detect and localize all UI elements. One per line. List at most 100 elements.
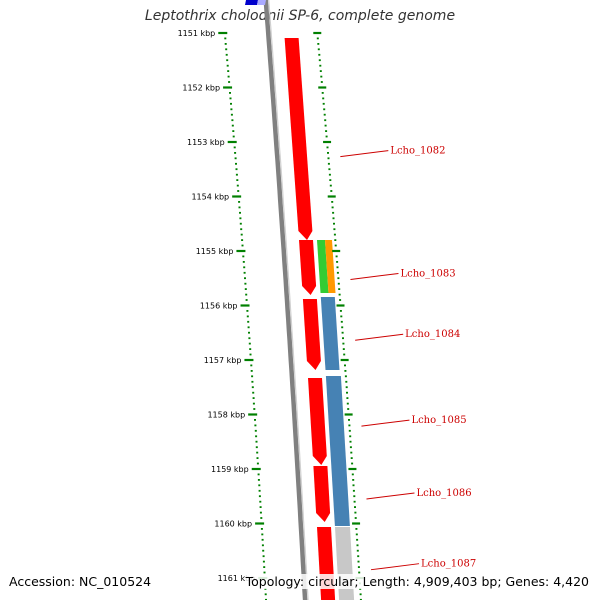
minor-tick bbox=[324, 119, 327, 122]
minor-tick bbox=[347, 408, 350, 410]
minor-tick bbox=[240, 233, 243, 236]
minor-tick bbox=[258, 484, 261, 487]
minor-tick bbox=[234, 157, 237, 160]
minor-tick bbox=[233, 146, 236, 149]
genome-backbone bbox=[263, 0, 308, 600]
cds-gray-1 bbox=[335, 527, 355, 600]
minor-tick bbox=[356, 549, 359, 552]
minor-tick bbox=[238, 206, 241, 209]
cds-red-2 bbox=[299, 240, 317, 295]
minor-tick bbox=[317, 48, 320, 51]
minor-tick bbox=[251, 380, 254, 383]
minor-tick bbox=[322, 97, 325, 100]
minor-tick bbox=[341, 326, 344, 329]
minor-tick bbox=[350, 451, 353, 454]
minor-tick bbox=[232, 130, 235, 132]
minor-tick bbox=[332, 217, 335, 220]
tick-label: 1156 kbp bbox=[200, 302, 238, 311]
minor-tick bbox=[344, 370, 347, 372]
tick-label: 1155 kbp bbox=[196, 247, 234, 256]
minor-tick bbox=[327, 162, 330, 165]
minor-tick bbox=[250, 370, 253, 372]
minor-tick bbox=[336, 271, 339, 274]
top-blue-feature bbox=[245, 0, 258, 5]
gene-label[interactable]: Lcho_1083 bbox=[400, 268, 455, 279]
cds-green-1 bbox=[317, 240, 329, 293]
minor-tick bbox=[345, 380, 348, 383]
gene-label[interactable]: Lcho_1086 bbox=[416, 488, 471, 499]
gene-leader-line bbox=[340, 150, 389, 158]
minor-tick bbox=[230, 113, 233, 116]
minor-tick bbox=[346, 402, 349, 405]
minor-tick bbox=[228, 81, 231, 83]
minor-tick bbox=[349, 446, 352, 449]
minor-tick bbox=[331, 206, 334, 209]
minor-tick bbox=[225, 53, 228, 56]
minor-tick bbox=[323, 108, 326, 111]
features-layer bbox=[245, 0, 355, 600]
minor-tick bbox=[342, 348, 345, 350]
minor-tick bbox=[354, 506, 356, 508]
minor-tick bbox=[252, 391, 255, 394]
minor-tick bbox=[336, 261, 339, 263]
minor-tick bbox=[241, 244, 244, 247]
minor-tick bbox=[345, 386, 348, 389]
minor-tick bbox=[318, 59, 321, 62]
minor-tick bbox=[226, 59, 229, 62]
minor-tick bbox=[262, 549, 265, 552]
minor-tick bbox=[254, 429, 257, 432]
minor-tick bbox=[236, 184, 239, 187]
minor-tick bbox=[348, 419, 350, 421]
minor-tick bbox=[259, 506, 262, 508]
minor-tick bbox=[231, 119, 234, 122]
minor-tick bbox=[346, 391, 348, 394]
minor-tick bbox=[256, 457, 259, 459]
gene-label[interactable]: Lcho_1082 bbox=[390, 146, 445, 157]
minor-tick bbox=[353, 495, 356, 498]
minor-tick bbox=[225, 48, 228, 51]
minor-tick bbox=[352, 484, 355, 487]
accession-text: Accession: NC_010524 bbox=[9, 574, 152, 589]
cds-red-3 bbox=[302, 299, 321, 370]
minor-tick bbox=[338, 293, 341, 296]
minor-tick bbox=[252, 402, 255, 405]
tick-label: 1157 kbp bbox=[204, 356, 242, 365]
tick-label: 1160 kbp bbox=[214, 520, 252, 529]
minor-tick bbox=[325, 135, 328, 138]
minor-tick bbox=[334, 239, 337, 241]
minor-tick bbox=[348, 424, 351, 427]
minor-tick bbox=[260, 517, 263, 519]
tick-label: 1159 kbp bbox=[211, 465, 249, 474]
cds-red-4 bbox=[308, 378, 327, 465]
minor-tick bbox=[251, 386, 254, 389]
gene-label[interactable]: Lcho_1085 bbox=[411, 415, 466, 426]
minor-tick bbox=[262, 555, 265, 558]
minor-tick bbox=[248, 337, 251, 340]
minor-tick bbox=[257, 473, 260, 476]
minor-tick bbox=[329, 184, 332, 187]
tick-label: 1161 kbp bbox=[218, 574, 256, 583]
minor-tick bbox=[254, 424, 257, 427]
gene-label[interactable]: Lcho_1084 bbox=[405, 329, 460, 340]
minor-tick bbox=[343, 353, 346, 356]
minor-tick bbox=[229, 92, 231, 94]
minor-tick bbox=[340, 320, 343, 323]
cds-red-5 bbox=[313, 466, 331, 522]
minor-tick bbox=[348, 429, 351, 432]
minor-tick bbox=[351, 473, 354, 476]
minor-tick bbox=[262, 560, 265, 563]
minor-tick bbox=[352, 479, 355, 481]
gene-label[interactable]: Lcho_1087 bbox=[421, 559, 476, 570]
minor-tick bbox=[237, 190, 240, 192]
minor-tick bbox=[346, 397, 349, 399]
minor-tick bbox=[330, 190, 333, 192]
minor-tick bbox=[255, 440, 258, 443]
cds-orange-1 bbox=[325, 240, 336, 293]
minor-tick bbox=[240, 228, 243, 231]
tick-label: 1158 kbp bbox=[207, 411, 245, 420]
minor-tick bbox=[252, 397, 255, 399]
minor-tick bbox=[226, 64, 229, 67]
minor-tick bbox=[224, 43, 227, 45]
minor-tick bbox=[340, 315, 343, 318]
gene-leader-line bbox=[355, 333, 404, 341]
